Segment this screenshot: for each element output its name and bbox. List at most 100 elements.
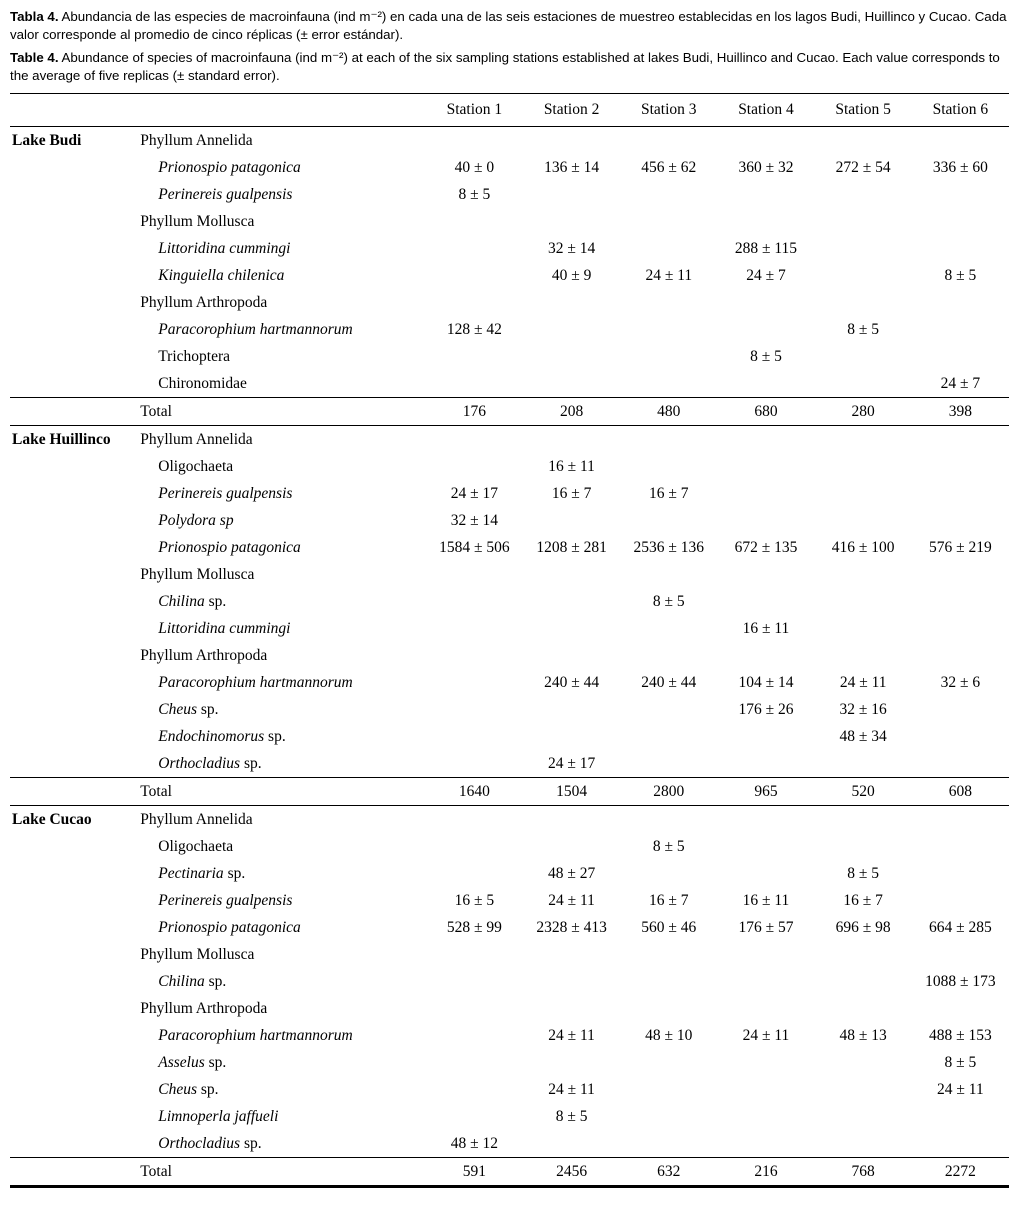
column-header-station-2: Station 2	[523, 92, 621, 127]
abundance-value	[815, 235, 912, 262]
abundance-value	[620, 235, 717, 262]
table-row: Phyllum Mollusca	[10, 208, 1009, 235]
total-value: 176	[425, 396, 523, 426]
abundance-value	[523, 181, 620, 208]
abundance-value	[523, 425, 620, 453]
total-value: 208	[523, 396, 621, 426]
abundance-value	[912, 941, 1009, 968]
abundance-value	[523, 968, 620, 995]
abundance-value: 528 ± 99	[446, 918, 502, 936]
abundance-value	[717, 750, 814, 778]
table-row: Chilina sp. 8 ± 5	[10, 588, 1009, 615]
lake-name	[10, 396, 139, 426]
abundance-value	[620, 696, 717, 723]
abundance-value	[426, 262, 523, 289]
total-value: 768	[814, 1156, 912, 1188]
abundance-value: 488 ± 153	[928, 1026, 992, 1044]
abundance-value: 8 ± 5	[847, 864, 880, 882]
abundance-value	[815, 642, 912, 669]
abundance-value	[620, 1130, 717, 1158]
abundance-value	[815, 343, 912, 370]
table-row: Oligochaeta 16 ± 11	[10, 453, 1009, 480]
abundance-value	[523, 208, 620, 235]
abundance-value	[620, 425, 717, 453]
abundance-value	[523, 588, 620, 615]
lake-name: Lake Budi	[12, 131, 82, 149]
abundance-value	[815, 1103, 912, 1130]
abundance-value: 336 ± 60	[932, 158, 988, 176]
abundance-value: 48 ± 27	[547, 864, 596, 882]
taxon-label: Phyllum Annelida	[140, 430, 253, 448]
total-value: 2456	[523, 1156, 621, 1188]
abundance-value: 48 ± 34	[839, 727, 887, 745]
abundance-value	[815, 480, 912, 507]
lake-name	[10, 208, 138, 235]
abundance-value: 24 ± 7	[940, 374, 981, 392]
abundance-value	[426, 289, 523, 316]
abundance-value	[912, 343, 1009, 370]
abundance-value	[620, 941, 717, 968]
abundance-value: 176 ± 57	[738, 918, 794, 936]
taxon-label: Phyllum Arthropoda	[140, 646, 268, 664]
table-row: Littoridina cummingi 16 ± 11	[10, 615, 1009, 642]
abundance-value	[912, 1130, 1009, 1158]
total-value: 591	[425, 1156, 523, 1188]
taxon-label: Phyllum Annelida	[140, 131, 253, 149]
abundance-value	[426, 425, 523, 453]
table-row: Kinguiella chilenica 40 ± 9 24 ± 11 24 ± 7 8…	[10, 262, 1009, 289]
table-row: Lake Budi Phyllum Annelida	[10, 126, 1009, 154]
abundance-value	[912, 995, 1009, 1022]
abundance-value	[426, 208, 523, 235]
lake-name	[10, 480, 138, 507]
abundance-value: 24 ± 11	[937, 1080, 984, 1098]
abundance-value: 2328 ± 413	[536, 918, 607, 936]
abundance-value	[620, 750, 717, 778]
abundance-value: 16 ± 7	[843, 891, 883, 909]
abundance-value	[523, 615, 620, 642]
taxon-label: Kinguiella chilenica	[158, 266, 285, 284]
abundance-value: 416 ± 100	[831, 538, 895, 556]
abundance-value	[815, 941, 912, 968]
column-header-station-6: Station 6	[911, 92, 1009, 127]
table-row: Littoridina cummingi 32 ± 14 288 ± 115	[10, 235, 1009, 262]
abundance-value	[523, 723, 620, 750]
lake-name	[10, 1130, 138, 1158]
abundance-value	[426, 1103, 523, 1130]
total-value: 480	[620, 396, 718, 426]
table-row: Phyllum Mollusca	[10, 941, 1009, 968]
abundance-value	[912, 561, 1009, 588]
lake-name	[10, 289, 138, 316]
abundance-value: 1088 ± 173	[925, 972, 996, 990]
abundance-value: 48 ± 12	[450, 1134, 499, 1152]
abundance-value	[912, 860, 1009, 887]
abundance-value	[620, 805, 717, 833]
table-row: Prionospio patagonica 528 ± 99 2328 ± 413 5…	[10, 914, 1009, 941]
abundance-value	[620, 289, 717, 316]
table-row: Cheus sp. 176 ± 26 32 ± 16	[10, 696, 1009, 723]
abundance-value: 240 ± 44	[641, 673, 697, 691]
abundance-value	[426, 941, 523, 968]
taxon-label: Prionospio patagonica	[158, 538, 301, 556]
abundance-value	[717, 1076, 814, 1103]
header-taxon-spacer	[138, 92, 426, 127]
taxon-label: Phyllum Arthropoda	[140, 999, 268, 1017]
taxon-label: Orthocladius sp.	[158, 754, 262, 772]
table-row: Trichoptera 8 ± 5	[10, 343, 1009, 370]
column-header-station-4: Station 4	[717, 92, 815, 127]
abundance-value	[523, 642, 620, 669]
abundance-value: 1208 ± 281	[536, 538, 607, 556]
abundance-value	[426, 235, 523, 262]
total-row: Total 1640 1504 2800 965 520 608	[10, 776, 1009, 806]
taxon-label: Prionospio patagonica	[158, 918, 301, 936]
abundance-value	[912, 208, 1009, 235]
abundance-value	[912, 696, 1009, 723]
table-row: Perinereis gualpensis 8 ± 5	[10, 181, 1009, 208]
taxon-label: Littoridina cummingi	[158, 239, 291, 257]
lake-name	[10, 887, 138, 914]
abundance-value	[426, 723, 523, 750]
abundance-value: 176 ± 26	[738, 700, 794, 718]
abundance-value	[815, 615, 912, 642]
taxon-label: Cheus sp.	[158, 1080, 219, 1098]
abundance-value	[717, 453, 814, 480]
abundance-value	[815, 289, 912, 316]
